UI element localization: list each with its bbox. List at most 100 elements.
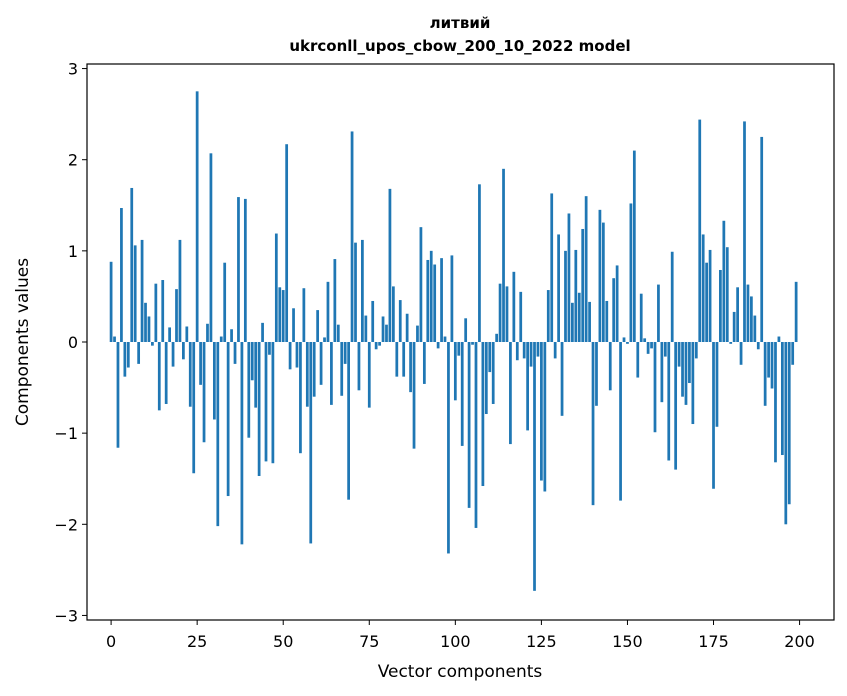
bar — [120, 208, 123, 342]
bar — [591, 342, 595, 506]
y-axis-label: Components values — [13, 258, 33, 426]
bar — [719, 269, 722, 342]
bar — [760, 136, 764, 342]
bar — [533, 342, 536, 591]
bar — [505, 286, 509, 342]
bar — [657, 284, 660, 342]
bar — [484, 342, 488, 415]
bar — [268, 342, 271, 355]
bar — [502, 168, 505, 342]
bar — [481, 342, 485, 487]
x-tick-label: 175 — [698, 632, 729, 651]
bar — [763, 342, 767, 406]
bar — [770, 342, 774, 389]
y-tick-label: 1 — [68, 242, 78, 261]
bar — [791, 342, 795, 365]
bar — [443, 336, 447, 342]
bar — [133, 245, 137, 342]
bar — [495, 333, 499, 342]
bar — [601, 222, 605, 342]
bar — [677, 342, 681, 367]
bar — [436, 342, 440, 349]
y-tick-label: −3 — [54, 606, 78, 625]
bar — [453, 342, 457, 401]
bar — [464, 318, 468, 342]
bar — [319, 342, 323, 385]
plot-area-frame — [86, 63, 835, 621]
bar — [192, 342, 196, 474]
bar — [330, 342, 333, 405]
bar — [426, 259, 430, 342]
bar — [175, 289, 178, 342]
bar — [336, 324, 340, 342]
bar — [457, 342, 461, 356]
bar — [460, 342, 464, 446]
y-tick-label: −1 — [54, 424, 78, 443]
bar — [195, 91, 199, 342]
bar — [725, 247, 729, 342]
x-tick-label: 0 — [106, 632, 116, 651]
bar — [123, 342, 127, 377]
x-tick-label: 25 — [187, 632, 207, 651]
bar — [794, 281, 798, 342]
y-axis-ticks: −3 −2 −1 0 1 2 3 — [54, 60, 87, 625]
bar — [653, 342, 657, 433]
bar — [247, 342, 251, 438]
bar — [667, 342, 671, 461]
bar — [519, 291, 523, 342]
bar — [233, 342, 237, 364]
bar — [712, 342, 715, 489]
bar — [178, 239, 182, 342]
bar — [364, 315, 368, 342]
bar — [629, 203, 633, 342]
bar — [219, 336, 223, 342]
bar — [402, 342, 406, 377]
bar — [612, 278, 616, 342]
bar — [264, 342, 268, 462]
bar — [288, 342, 292, 370]
bar — [670, 251, 674, 342]
x-tick-label: 75 — [359, 632, 379, 651]
bar — [564, 250, 567, 342]
bar — [216, 342, 220, 527]
bar — [478, 184, 481, 342]
bar — [185, 326, 189, 342]
bar — [343, 342, 347, 364]
bar — [299, 342, 302, 454]
bar — [522, 342, 526, 359]
bar — [636, 342, 640, 378]
bar — [674, 342, 678, 470]
bar — [388, 188, 392, 342]
bar — [109, 261, 113, 342]
bar — [237, 197, 240, 342]
bar — [605, 300, 609, 342]
bar — [285, 144, 289, 342]
x-tick-label: 150 — [612, 632, 643, 651]
bar — [632, 150, 636, 342]
bar — [543, 342, 547, 492]
bar — [261, 322, 264, 342]
bar — [144, 302, 147, 342]
bars-group — [109, 91, 798, 591]
bar — [488, 342, 492, 373]
x-tick-label: 125 — [526, 632, 557, 651]
bar — [732, 311, 736, 342]
bar — [433, 264, 437, 342]
y-tick-label: 0 — [68, 333, 78, 352]
bar — [126, 342, 130, 368]
bar — [361, 239, 364, 342]
bar — [567, 213, 571, 342]
bar — [639, 293, 643, 342]
bar — [701, 234, 705, 342]
bar — [302, 288, 306, 342]
bar — [560, 342, 564, 416]
bar — [392, 286, 395, 342]
bar — [684, 342, 688, 405]
bar — [715, 342, 719, 427]
bar — [595, 342, 598, 406]
bar — [491, 342, 495, 404]
bar — [571, 302, 574, 342]
bar — [756, 342, 760, 350]
bar — [498, 283, 502, 342]
bar — [746, 284, 750, 342]
